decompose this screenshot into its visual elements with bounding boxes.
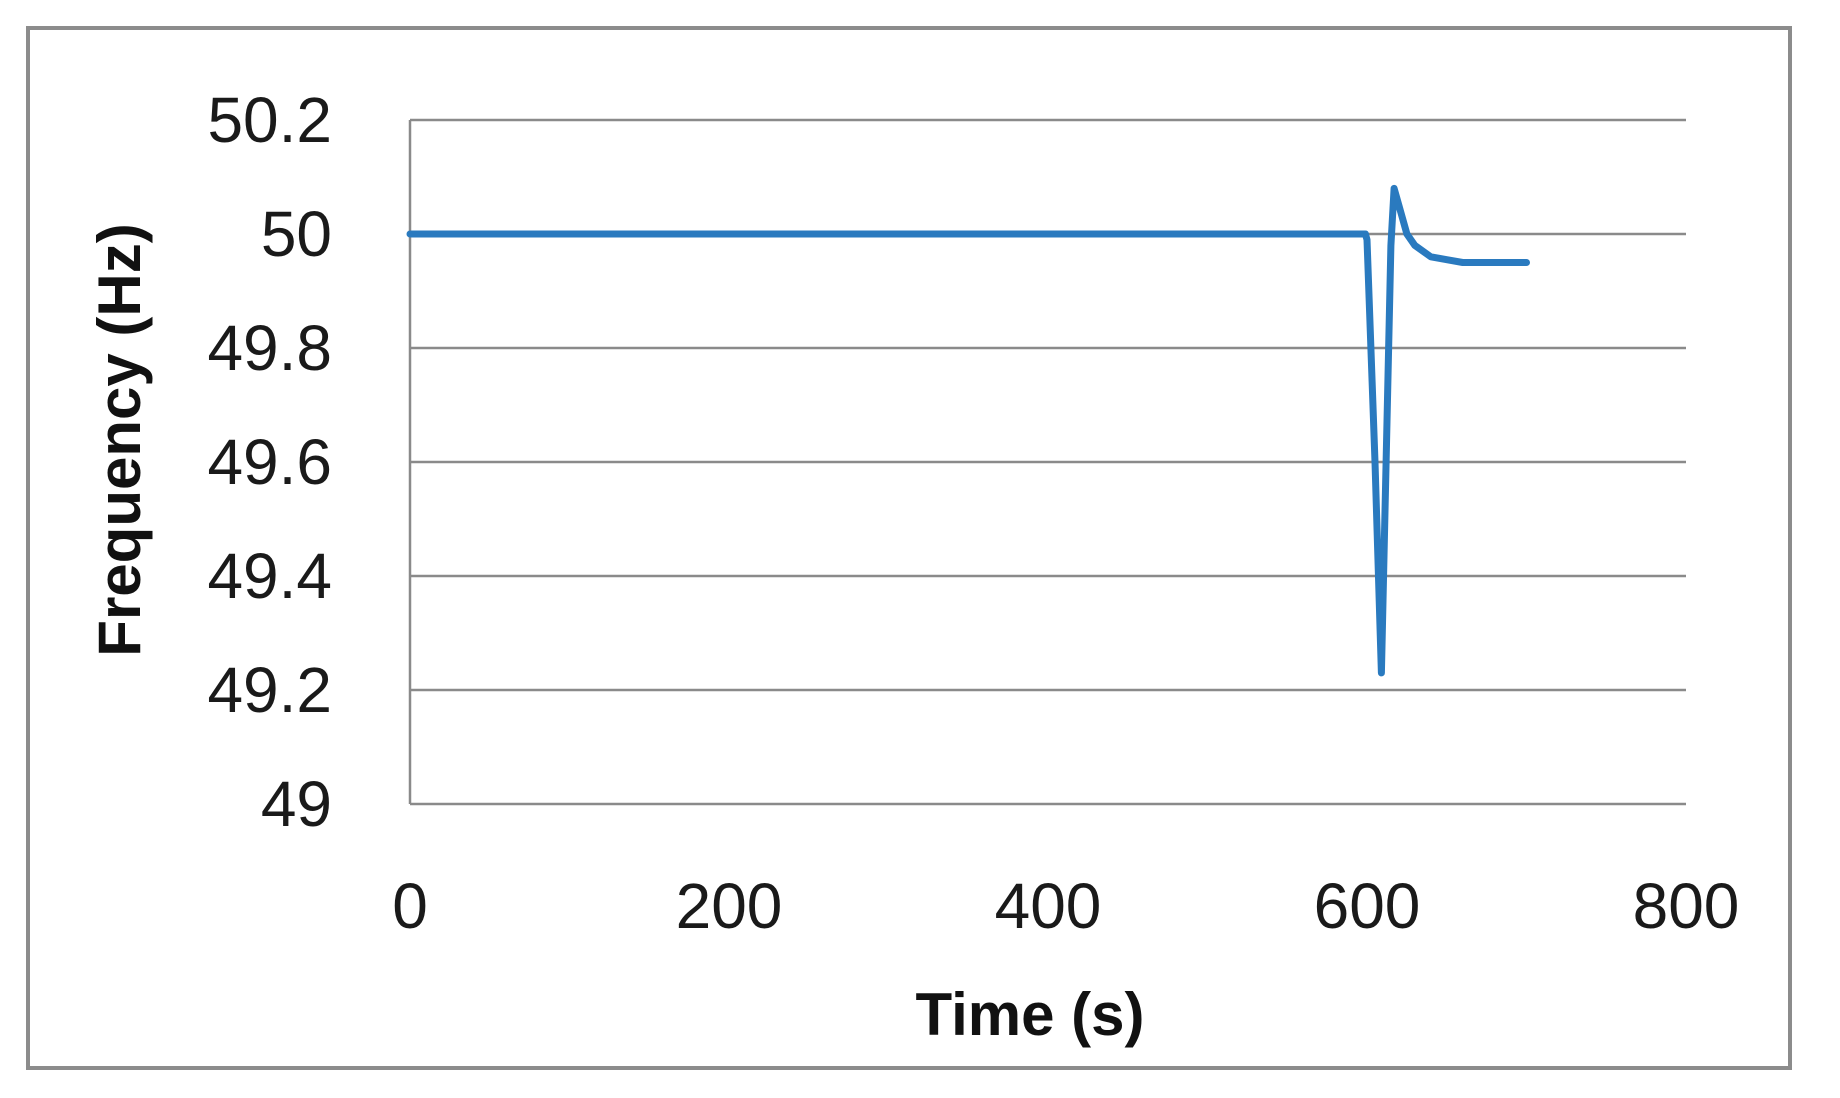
y-tick-labels: 49 49.2 49.4 49.6 49.8 50 50.2 bbox=[207, 84, 332, 840]
y-tick-label: 49.6 bbox=[207, 426, 332, 498]
y-tick-label: 50 bbox=[261, 198, 332, 270]
x-tick-label: 400 bbox=[995, 870, 1102, 942]
series-line-0 bbox=[406, 184, 1530, 677]
series-group bbox=[406, 184, 1530, 677]
y-tick-label: 49.4 bbox=[207, 540, 332, 612]
chart-frame bbox=[26, 26, 1792, 1070]
x-axis-title: Time (s) bbox=[916, 981, 1145, 1048]
x-tick-labels: 0 200 400 600 800 bbox=[392, 870, 1739, 942]
y-tick-label: 49.2 bbox=[207, 654, 332, 726]
y-tick-label: 49 bbox=[261, 768, 332, 840]
x-tick-label: 600 bbox=[1314, 870, 1421, 942]
gridlines bbox=[408, 118, 1686, 806]
y-tick-label: 50.2 bbox=[207, 84, 332, 156]
x-tick-label: 0 bbox=[392, 870, 428, 942]
x-tick-label: 800 bbox=[1633, 870, 1740, 942]
x-tick-label: 200 bbox=[676, 870, 783, 942]
y-tick-label: 49.8 bbox=[207, 312, 332, 384]
y-axis-title: Frequency (Hz) bbox=[86, 223, 153, 656]
